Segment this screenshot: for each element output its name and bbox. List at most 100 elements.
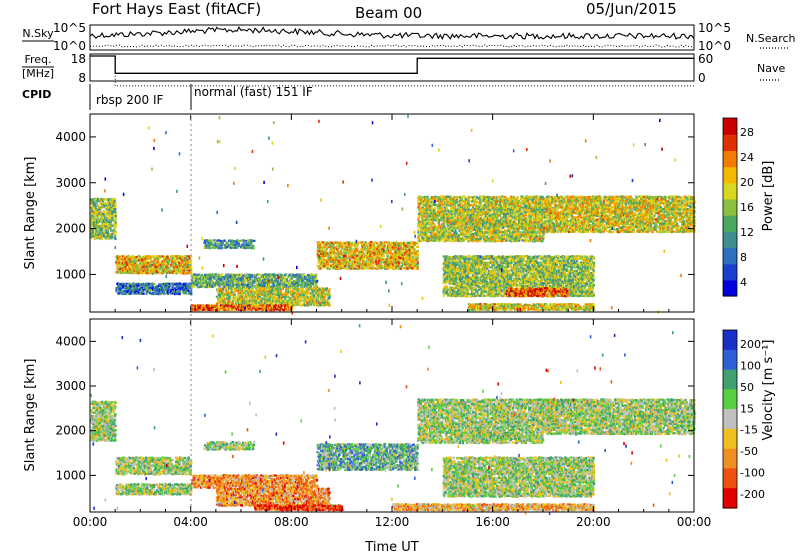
power-echo-cell (190, 309, 194, 312)
power-echo-cell (98, 237, 101, 240)
date-label: 05/Jun/2015 (586, 0, 677, 18)
power-echo-cell (234, 241, 237, 245)
power-echo-cell (327, 257, 330, 260)
power-echo-cell (319, 265, 322, 268)
power-echo-cell (234, 295, 237, 298)
power-echo-cell (423, 200, 426, 203)
power-echo-cell (385, 263, 388, 266)
power-echo-cell (197, 273, 200, 276)
power-echo-cell (117, 269, 120, 272)
power-echo-cell (315, 278, 318, 281)
power-echo-cell (151, 272, 154, 275)
power-echo-cell (247, 276, 251, 279)
power-echo-cell (255, 280, 258, 283)
power-echo-cell (113, 211, 116, 214)
power-echo-cell (155, 266, 158, 269)
power-echo-cell (155, 261, 158, 264)
power-echo-cell (300, 304, 303, 307)
power-echo-cell (183, 261, 186, 264)
power-echo-cell (454, 204, 457, 207)
power-echo-cell (233, 287, 236, 290)
power-echo-cell (180, 283, 183, 286)
power-echo-cell (269, 285, 272, 288)
power-echo-cell (293, 289, 296, 292)
power-echo-cell (455, 225, 458, 228)
power-echo-cell (430, 228, 433, 231)
power-echo-cell (358, 241, 361, 244)
power-echo-cell (333, 263, 336, 266)
power-echo-cell (320, 289, 323, 292)
power-echo-cell (120, 289, 123, 292)
power-echo-cell (378, 248, 381, 251)
power-echo-cell (225, 278, 228, 281)
power-echo-cell (166, 292, 169, 295)
power-echo-cell (346, 248, 349, 251)
power-echo-cell (179, 265, 183, 268)
power-echo-cell (367, 245, 370, 249)
power-echo-cell (98, 214, 101, 217)
power-echo-cell (393, 248, 396, 251)
power-echo-cell (99, 198, 102, 201)
power-echo-cell (328, 291, 331, 294)
power-echo-cell (293, 281, 297, 284)
power-echo-cell (384, 258, 387, 261)
power-echo-cell (95, 225, 98, 228)
power-echo-cell (394, 246, 398, 249)
power-echo-cell (153, 283, 156, 286)
power-echo-cell (106, 206, 109, 209)
power-echo-cell (436, 229, 439, 232)
power-echo-cell (167, 284, 170, 287)
power-echo-cell (431, 197, 434, 200)
power-echo-cell (242, 295, 246, 298)
power-echo-cell (416, 258, 419, 261)
power-echo-cell (351, 253, 354, 256)
power-echo-cell (423, 204, 426, 207)
power-echo-cell (289, 306, 292, 309)
power-echo-cell (361, 258, 364, 261)
power-echo-cell (219, 281, 222, 284)
power-echo-cell (99, 232, 102, 236)
power-echo-cell (223, 239, 226, 242)
power-echo-cell (430, 206, 433, 209)
power-echo-cell (353, 241, 356, 244)
power-echo-cell (325, 299, 329, 302)
power-echo-cell (362, 242, 365, 245)
power-echo-cell (91, 198, 94, 201)
power-echo-cell (91, 231, 95, 234)
power-echo-cell (158, 267, 161, 271)
power-echo-cell (166, 257, 169, 260)
power-echo-cell (456, 206, 460, 209)
power-echo-cell (332, 250, 336, 253)
power-echo-cell (433, 233, 436, 236)
power-echo-cell (313, 297, 316, 301)
power-echo-cell (359, 250, 362, 253)
power-echo-cell (331, 267, 334, 270)
power-echo-cell (185, 269, 188, 272)
power-echo-cell (117, 271, 120, 274)
power-echo-cell (277, 273, 280, 276)
power-echo-cell (160, 268, 164, 271)
power-echo-cell (400, 265, 403, 268)
power-echo-cell (265, 290, 268, 293)
power-echo-cell (243, 239, 246, 242)
power-echo-cell (176, 259, 179, 262)
power-echo-cell (268, 301, 272, 305)
power-echo-cell (155, 269, 158, 273)
power-echo-cell (341, 246, 344, 249)
power-echo-cell (232, 299, 235, 302)
power-echo-cell (204, 306, 208, 309)
power-echo-cell (305, 283, 308, 286)
power-echo-cell (322, 243, 325, 246)
power-echo-cell (96, 204, 99, 208)
power-echo-cell (253, 274, 256, 277)
power-echo-cell (323, 289, 326, 292)
power-echo-cell (283, 273, 286, 277)
power-echo-cell (97, 213, 100, 216)
power-echo-cell (102, 200, 105, 203)
power-echo-cell (225, 276, 228, 279)
power-echo-cell (146, 289, 149, 292)
power-echo-cell (229, 308, 232, 311)
power-echo-cell (228, 303, 231, 306)
power-echo-cell (393, 254, 396, 258)
power-echo-cell (290, 277, 293, 280)
